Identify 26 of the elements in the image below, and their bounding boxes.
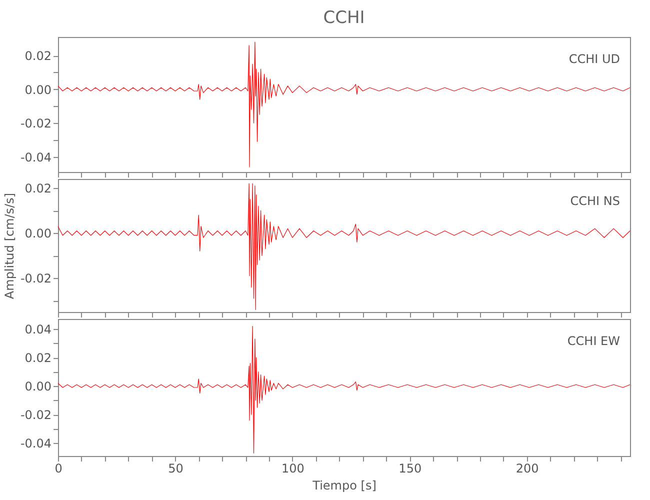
x-tick-label: 150	[398, 462, 422, 476]
x-axis-title: Tiempo [s]	[312, 478, 376, 492]
y-tick-label: 0.04	[24, 322, 52, 336]
y-tick-label: 0.02	[24, 182, 52, 196]
chart-title: CCHI	[323, 8, 365, 28]
x-tick-label: 200	[516, 462, 539, 476]
y-axis-title: Amplitud [cm/s/s]	[2, 192, 16, 300]
x-tick-label: 100	[281, 462, 304, 476]
line-series	[58, 42, 630, 168]
x-tick-label: 50	[168, 462, 184, 476]
annotation: CCHI NS	[570, 194, 620, 208]
y-tick-label: -0.04	[20, 150, 52, 164]
line-series	[58, 326, 630, 454]
y-tick-label: 0.00	[24, 82, 52, 97]
y-tick-label: -0.02	[20, 408, 52, 422]
y-tick-label: -0.02	[20, 116, 52, 131]
y-tick-label: 0.00	[24, 380, 52, 394]
y-tick-label: -0.02	[20, 272, 52, 286]
annotation: CCHI EW	[567, 334, 620, 348]
y-tick-label: 0.00	[24, 226, 52, 241]
y-tick-label: -0.04	[20, 436, 52, 451]
y-tick-label: 0.02	[24, 351, 52, 366]
y-tick-label: 0.02	[24, 49, 52, 64]
x-tick-label: 0	[54, 462, 62, 476]
line-series	[58, 183, 630, 310]
annotation: CCHI UD	[568, 52, 620, 66]
